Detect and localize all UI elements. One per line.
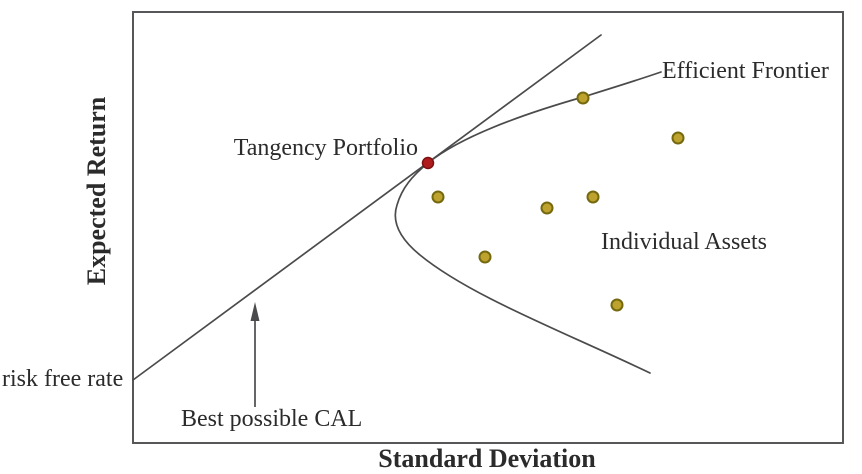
x-axis-label: Standard Deviation (378, 444, 596, 473)
cal-arrow (250, 302, 260, 407)
asset-point (478, 250, 492, 264)
asset-point (576, 91, 590, 105)
asset-point (431, 190, 445, 204)
y-axis-label: Expected Return (82, 96, 111, 286)
asset-point (671, 131, 685, 145)
efficient-frontier-label: Efficient Frontier (662, 58, 829, 84)
tangency-point (421, 156, 435, 170)
best-possible-cal-line (132, 34, 602, 381)
asset-point (610, 298, 624, 312)
asset-point (540, 201, 554, 215)
frontier-and-cal-curves (132, 34, 662, 381)
tangency-portfolio-label: Tangency Portfolio (233, 135, 418, 161)
asset-point (586, 190, 600, 204)
individual-assets-label: Individual Assets (601, 229, 767, 255)
cal-arrow-head (250, 302, 260, 321)
scatter-points (421, 91, 685, 312)
plot-border-rect (132, 11, 844, 444)
minimum-variance-frontier-curve (394, 71, 662, 374)
plot-border (132, 11, 844, 444)
risk-free-rate-label: risk free rate (2, 366, 124, 392)
best-possible-cal-label: Best possible CAL (181, 406, 363, 432)
